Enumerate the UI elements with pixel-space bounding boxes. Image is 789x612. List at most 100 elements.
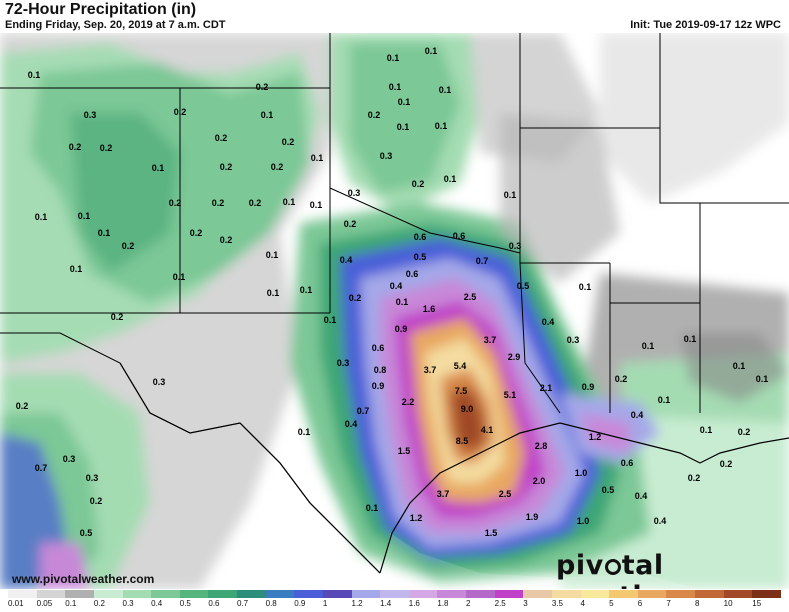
precip-value-label: 0.1 xyxy=(310,153,324,163)
legend-label: 0.01 xyxy=(8,599,24,608)
precip-value-label: 0.1 xyxy=(699,425,713,435)
precip-value-label: 0.1 xyxy=(265,250,279,260)
legend-swatch xyxy=(122,590,152,598)
legend-swatch xyxy=(151,590,180,598)
legend-swatch xyxy=(65,590,94,598)
precip-value-label: 0.3 xyxy=(508,241,522,251)
precip-value-label: 0.3 xyxy=(152,377,166,387)
legend-swatch xyxy=(752,590,781,598)
precip-value-label: 0.1 xyxy=(172,272,186,282)
precip-value-label: 0.2 xyxy=(211,198,225,208)
legend-labels: 0.01 0.05 0.1 0.2 0.3 0.4 0.5 0.6 0.7 0.8 0.9 1 1.2 1… xyxy=(8,599,781,609)
legend-swatch xyxy=(695,590,724,598)
legend-swatch xyxy=(580,590,610,598)
precip-value-label: 0.2 xyxy=(719,459,733,469)
precip-value-label: 0.1 xyxy=(755,374,769,384)
precip-value-label: 0.4 xyxy=(634,491,648,501)
legend-swatch xyxy=(609,590,638,598)
precip-value-label: 0.4 xyxy=(344,419,358,429)
map-title: 72-Hour Precipitation (in) xyxy=(5,1,197,18)
precip-value-label: 3.7 xyxy=(436,489,450,499)
legend-label: 0.7 xyxy=(237,599,249,608)
legend-swatch xyxy=(466,590,495,598)
precip-value-label: 0.3 xyxy=(85,473,99,483)
precip-value-label: 0.5 xyxy=(516,281,530,291)
legend-swatch xyxy=(93,590,123,598)
precip-value-label: 0.2 xyxy=(687,473,701,483)
precip-value-label: 0.2 xyxy=(343,219,357,229)
precip-value-label: 0.8 xyxy=(373,365,387,375)
legend-label: 5 xyxy=(609,599,614,608)
precip-value-label: 0.2 xyxy=(411,179,425,189)
precip-value-label: 0.1 xyxy=(657,395,671,405)
precip-value-label: 0.2 xyxy=(270,162,284,172)
precip-value-label: 0.7 xyxy=(356,406,370,416)
legend-label: 0.6 xyxy=(208,599,220,608)
precip-value-label: 8.5 xyxy=(455,436,469,446)
precip-value-label: 0.2 xyxy=(121,241,135,251)
precip-value-label: 2.5 xyxy=(463,292,477,302)
precip-value-label: 0.1 xyxy=(27,70,41,80)
legend-color-bar xyxy=(8,590,781,598)
legend-label: 0.9 xyxy=(294,599,306,608)
legend-swatch xyxy=(265,590,295,598)
source-url: www.pivotalweather.com xyxy=(12,572,155,586)
legend-swatch xyxy=(437,590,466,598)
legend-swatch xyxy=(208,590,237,598)
brand-o-icon xyxy=(604,559,621,575)
precip-value-label: 0.1 xyxy=(683,334,697,344)
precip-value-label: 0.1 xyxy=(386,53,400,63)
precip-value-label: 0.7 xyxy=(475,256,489,266)
legend-label: 0.5 xyxy=(179,599,191,608)
precip-value-label: 5.4 xyxy=(453,361,467,371)
legend-label: 2.5 xyxy=(494,599,506,608)
precip-value-label: 0.1 xyxy=(297,427,311,437)
precip-value-label: 0.1 xyxy=(299,285,313,295)
precip-value-label: 0.6 xyxy=(620,458,634,468)
precip-value-label: 0.4 xyxy=(653,516,667,526)
precip-value-label: 0.1 xyxy=(503,190,517,200)
legend-swatch xyxy=(408,590,438,598)
precip-value-label: 0.3 xyxy=(347,188,361,198)
precip-value-label: 0.4 xyxy=(541,317,555,327)
precip-fields xyxy=(0,33,789,589)
precip-value-label: 0.9 xyxy=(394,324,408,334)
precip-value-label: 0.1 xyxy=(397,97,411,107)
precip-value-label: 0.5 xyxy=(601,485,615,495)
legend-label: 1.2 xyxy=(351,599,363,608)
precip-value-label: 0.4 xyxy=(339,255,353,265)
precip-value-label: 0.6 xyxy=(371,343,385,353)
precip-value-label: 0.6 xyxy=(413,232,427,242)
precip-value-label: 0.1 xyxy=(323,315,337,325)
precip-value-label: 0.1 xyxy=(69,264,83,274)
precip-value-label: 0.1 xyxy=(309,200,323,210)
legend-label: 1.6 xyxy=(408,599,420,608)
precip-value-label: 0.2 xyxy=(173,107,187,117)
precip-value-label: 0.4 xyxy=(389,281,403,291)
gulf-coastline xyxy=(379,422,789,574)
header: 72-Hour Precipitation (in) Ending Friday… xyxy=(0,0,789,33)
precip-value-label: 0.3 xyxy=(62,454,76,464)
precip-value-label: 1.0 xyxy=(576,516,590,526)
precip-value-label: 3.7 xyxy=(483,335,497,345)
precip-value-label: 9.0 xyxy=(460,404,474,414)
legend-label: 3.5 xyxy=(551,599,563,608)
precip-value-label: 0.1 xyxy=(260,110,274,120)
legend-swatch xyxy=(179,590,209,598)
precip-value-label: 1.6 xyxy=(422,304,436,314)
legend-swatch xyxy=(666,590,695,598)
precip-value-label: 0.2 xyxy=(110,312,124,322)
legend-swatch xyxy=(237,590,266,598)
legend-swatch xyxy=(494,590,524,598)
precip-value-label: 0.7 xyxy=(34,463,48,473)
precip-value-label: 0.2 xyxy=(367,110,381,120)
legend-label: 2 xyxy=(466,599,471,608)
precip-value-label: 1.0 xyxy=(574,468,588,478)
legend-swatch xyxy=(351,590,381,598)
legend-label: 10 xyxy=(723,599,733,608)
precip-value-label: 0.1 xyxy=(97,228,111,238)
precip-value-label: 0.2 xyxy=(68,142,82,152)
precip-value-label: 2.0 xyxy=(532,476,546,486)
precip-value-label: 0.6 xyxy=(452,231,466,241)
